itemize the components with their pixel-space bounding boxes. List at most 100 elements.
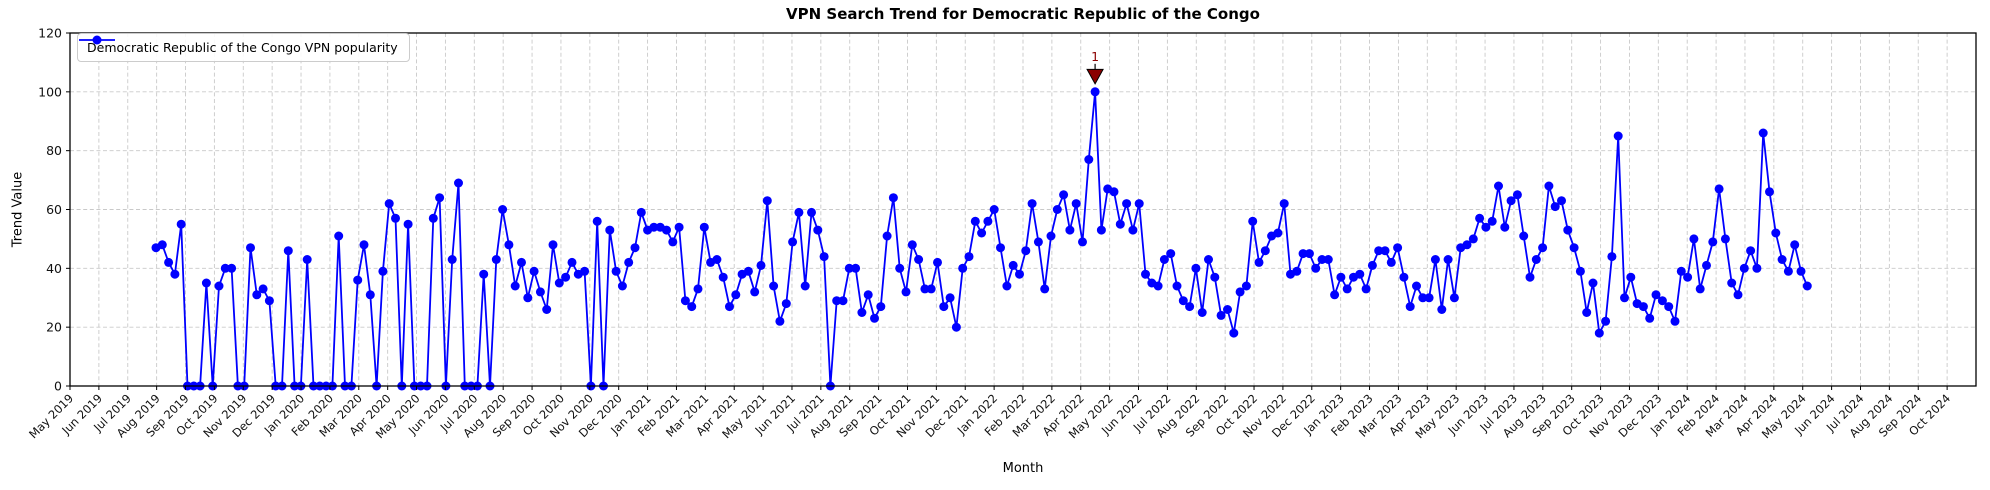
data-point bbox=[914, 255, 924, 264]
data-point bbox=[1052, 205, 1062, 214]
data-point bbox=[302, 255, 312, 264]
y-tick-label: 40 bbox=[46, 261, 62, 276]
data-point bbox=[1594, 328, 1604, 338]
data-point bbox=[517, 257, 526, 267]
data-point bbox=[592, 216, 602, 226]
data-point bbox=[1172, 281, 1182, 291]
data-point bbox=[1304, 249, 1314, 259]
data-point bbox=[1393, 243, 1403, 253]
data-point bbox=[857, 308, 867, 317]
data-point bbox=[1317, 255, 1327, 264]
data-point bbox=[687, 302, 697, 312]
data-point bbox=[1613, 131, 1623, 141]
data-point bbox=[1689, 234, 1699, 244]
data-point bbox=[649, 222, 659, 232]
data-point bbox=[1651, 290, 1661, 300]
data-point bbox=[1336, 272, 1346, 282]
data-point bbox=[1487, 216, 1497, 226]
data-point bbox=[895, 263, 905, 273]
data-point bbox=[252, 290, 262, 300]
data-point bbox=[769, 281, 779, 291]
data-point bbox=[977, 228, 987, 238]
data-point bbox=[1330, 290, 1340, 300]
data-point bbox=[693, 284, 703, 294]
data-point bbox=[378, 266, 388, 276]
data-point bbox=[1790, 240, 1800, 250]
data-point bbox=[548, 240, 558, 250]
data-point bbox=[1620, 293, 1629, 303]
data-point bbox=[1342, 284, 1352, 294]
legend-line-marker-icon bbox=[79, 35, 115, 45]
data-point bbox=[1582, 308, 1592, 317]
data-point bbox=[554, 278, 564, 288]
data-point bbox=[1323, 255, 1333, 264]
data-point bbox=[1367, 260, 1377, 270]
data-point bbox=[264, 296, 274, 306]
data-point bbox=[1374, 246, 1384, 256]
data-point bbox=[1752, 263, 1762, 273]
data-point bbox=[1027, 199, 1037, 209]
data-point bbox=[1531, 255, 1541, 264]
data-point bbox=[945, 293, 955, 303]
data-point bbox=[876, 302, 886, 312]
data-point bbox=[227, 263, 237, 273]
y-tick-label: 20 bbox=[46, 320, 62, 335]
data-point bbox=[1399, 272, 1409, 282]
data-point bbox=[870, 313, 879, 323]
data-point bbox=[1550, 202, 1560, 212]
data-point bbox=[1229, 328, 1239, 338]
data-point bbox=[1386, 257, 1396, 267]
data-point bbox=[1059, 190, 1069, 200]
data-point bbox=[220, 263, 230, 273]
data-points bbox=[151, 87, 1812, 391]
data-point bbox=[1727, 278, 1737, 288]
data-point bbox=[1563, 225, 1573, 235]
data-point bbox=[1166, 249, 1176, 259]
data-point bbox=[1645, 313, 1655, 323]
data-point bbox=[1475, 213, 1485, 223]
data-point bbox=[1739, 263, 1749, 273]
data-point bbox=[725, 302, 734, 312]
data-point bbox=[1746, 246, 1756, 256]
data-point bbox=[1418, 293, 1428, 303]
peak-annotation: 1 bbox=[1086, 49, 1104, 85]
data-point bbox=[807, 207, 816, 217]
data-point bbox=[1096, 225, 1106, 235]
data-point bbox=[529, 266, 539, 276]
data-point bbox=[674, 222, 684, 232]
data-point bbox=[561, 272, 571, 282]
y-tick-label: 0 bbox=[54, 379, 62, 394]
data-point bbox=[712, 255, 722, 264]
data-point bbox=[756, 260, 766, 270]
data-point bbox=[718, 272, 728, 282]
data-point bbox=[1481, 222, 1491, 232]
data-point bbox=[813, 225, 823, 235]
data-point bbox=[1128, 225, 1138, 235]
data-point bbox=[403, 219, 413, 229]
data-point bbox=[1380, 246, 1390, 256]
data-point bbox=[951, 322, 961, 332]
data-point bbox=[353, 275, 363, 285]
data-point bbox=[1109, 187, 1119, 197]
data-point bbox=[1512, 190, 1522, 200]
data-point bbox=[246, 243, 255, 253]
data-point bbox=[428, 213, 438, 223]
data-point bbox=[1122, 199, 1132, 209]
data-point bbox=[933, 257, 942, 267]
data-point bbox=[1046, 231, 1056, 241]
data-point bbox=[775, 316, 785, 326]
data-point bbox=[510, 281, 520, 291]
data-point bbox=[1538, 243, 1548, 253]
data-point bbox=[170, 269, 180, 279]
data-point bbox=[1115, 219, 1125, 229]
data-point bbox=[699, 222, 709, 232]
data-point bbox=[359, 240, 369, 250]
data-point bbox=[1204, 255, 1213, 264]
data-point bbox=[157, 240, 167, 250]
data-point bbox=[1254, 257, 1264, 267]
data-point bbox=[1670, 316, 1680, 326]
data-point bbox=[1519, 231, 1529, 241]
data-point bbox=[1191, 263, 1201, 273]
